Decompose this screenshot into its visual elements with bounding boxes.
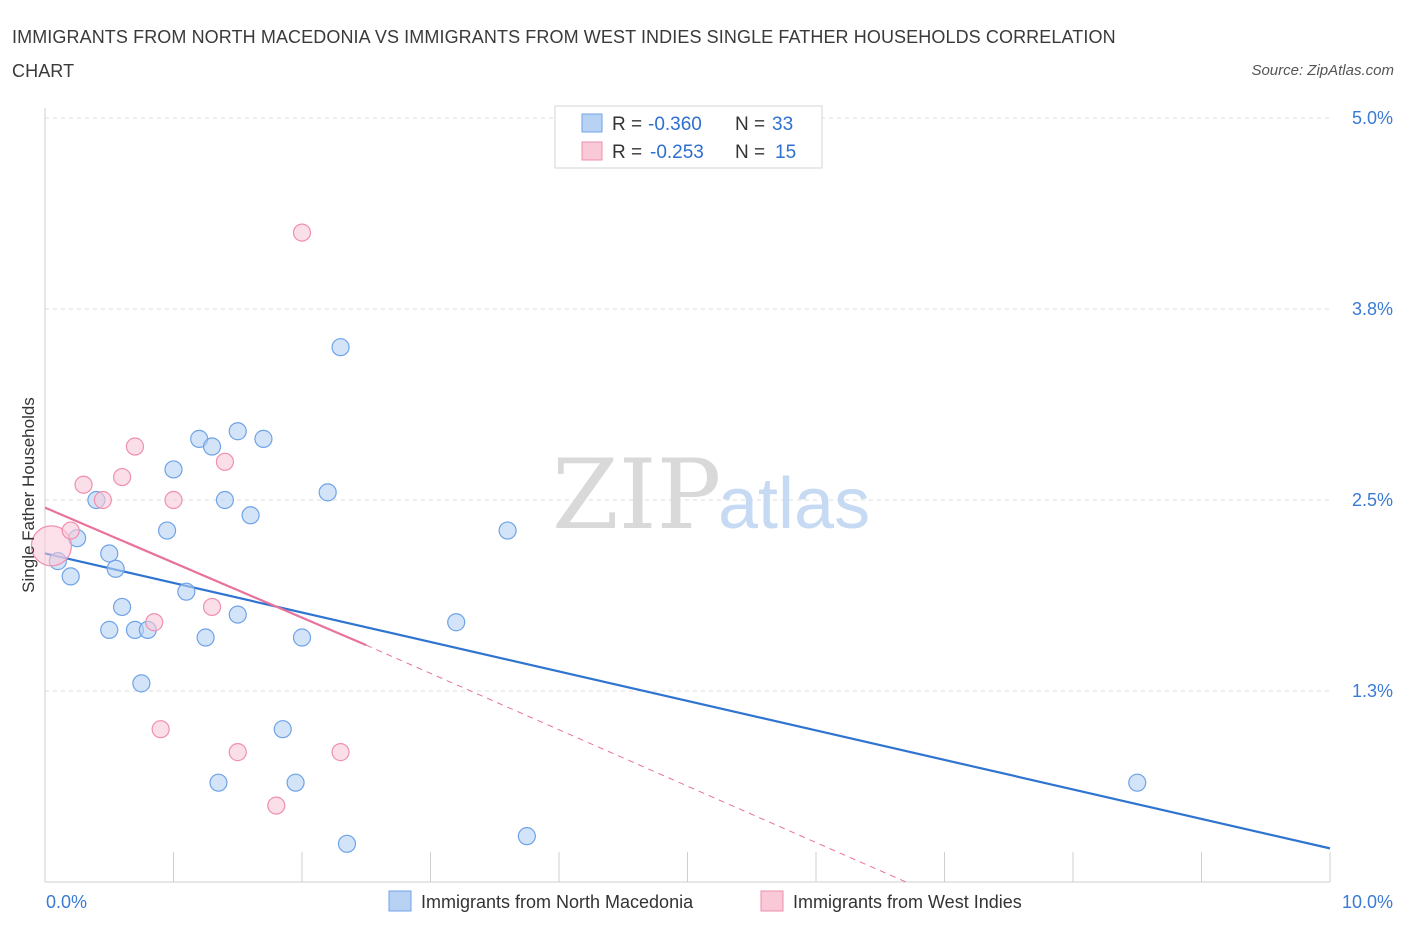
point-north-macedonia-22 xyxy=(228,605,247,624)
point-north-macedonia-31 xyxy=(517,827,536,846)
legend-r-value-2: -0.253 xyxy=(650,142,704,163)
series-label-west-indies: Immigrants from West Indies xyxy=(793,892,1022,912)
y-tick-label-1: 2.5% xyxy=(1352,490,1393,510)
point-north-macedonia-17 xyxy=(215,490,234,510)
point-north-macedonia-19 xyxy=(228,422,247,441)
point-west-indies-12 xyxy=(267,796,286,815)
point-north-macedonia-23 xyxy=(273,720,292,739)
point-north-macedonia-20 xyxy=(254,429,273,448)
y-tick-label-0: 1.3% xyxy=(1352,681,1393,701)
point-north-macedonia-32 xyxy=(1128,773,1147,792)
source-credit: Source: ZipAtlas.com xyxy=(1251,62,1394,79)
legend-r-label-2: R = xyxy=(612,142,642,163)
trend-line-extension-west-indies xyxy=(366,644,907,883)
point-north-macedonia-28 xyxy=(337,834,357,853)
watermark-zip: ZIP xyxy=(552,439,721,551)
point-north-macedonia-11 xyxy=(157,521,177,540)
point-north-macedonia-21 xyxy=(241,506,260,525)
point-west-indies-9 xyxy=(202,597,222,617)
point-west-indies-4 xyxy=(112,467,132,487)
point-north-macedonia-4 xyxy=(112,597,132,617)
legend-n-label-1: N = xyxy=(735,114,765,135)
point-north-macedonia-1 xyxy=(61,567,80,586)
axes xyxy=(44,108,1331,883)
legend-n-value-1: 33 xyxy=(772,114,793,135)
series-swatch-west-indies xyxy=(760,890,784,912)
point-north-macedonia-30 xyxy=(498,521,517,540)
legend-swatch-west-indies xyxy=(581,141,603,161)
point-west-indies-0 xyxy=(30,525,73,567)
point-north-macedonia-18 xyxy=(209,773,228,792)
point-north-macedonia-15 xyxy=(202,437,222,456)
legend-n-label-2: N = xyxy=(735,142,765,163)
point-north-macedonia-25 xyxy=(292,628,312,647)
point-west-indies-6 xyxy=(145,613,164,632)
chart-title: IMMIGRANTS FROM NORTH MACEDONIA VS IMMIG… xyxy=(12,27,1116,81)
point-west-indies-8 xyxy=(164,490,183,510)
point-north-macedonia-29 xyxy=(447,613,466,632)
point-north-macedonia-26 xyxy=(318,483,337,502)
correlation-legend: R = -0.360 N = 33 R = -0.253 N = 15 xyxy=(554,105,823,169)
y-axis-label: Single Father Households xyxy=(19,397,38,593)
point-north-macedonia-7 xyxy=(100,620,119,639)
point-west-indies-1 xyxy=(61,521,80,540)
series-legend: Immigrants from North Macedonia Immigran… xyxy=(388,890,1022,912)
point-west-indies-13 xyxy=(292,223,312,242)
legend-n-value-2: 15 xyxy=(775,142,796,163)
y-tick-label-3: 5.0% xyxy=(1352,108,1393,128)
trend-lines xyxy=(44,506,1331,883)
trend-line-west-indies xyxy=(44,506,367,647)
point-west-indies-10 xyxy=(215,452,234,471)
trend-line-north-macedonia xyxy=(44,552,1331,850)
point-north-macedonia-5 xyxy=(100,544,119,563)
watermark-atlas: atlas xyxy=(718,464,870,544)
legend-swatch-north-macedonia xyxy=(581,113,603,133)
point-north-macedonia-12 xyxy=(164,460,183,479)
point-west-indies-2 xyxy=(74,475,93,494)
legend-r-label-1: R = xyxy=(612,114,642,135)
point-north-macedonia-10 xyxy=(132,674,151,693)
point-north-macedonia-6 xyxy=(106,559,125,578)
series-swatch-north-macedonia xyxy=(388,890,412,912)
tick-labels: 1.3% 2.5% 3.8% 5.0% 0.0% 10.0% xyxy=(46,108,1393,912)
data-points xyxy=(30,223,1147,853)
point-west-indies-3 xyxy=(93,490,112,510)
grid xyxy=(45,117,1330,692)
legend-r-value-1: -0.360 xyxy=(648,114,702,135)
point-west-indies-5 xyxy=(125,437,145,456)
point-west-indies-7 xyxy=(151,720,170,739)
x-tick-label-min: 0.0% xyxy=(46,892,87,912)
point-north-macedonia-24 xyxy=(286,773,305,792)
point-west-indies-11 xyxy=(228,743,247,762)
point-north-macedonia-16 xyxy=(196,628,215,647)
point-north-macedonia-13 xyxy=(177,582,196,601)
x-tick-label-max: 10.0% xyxy=(1342,892,1393,912)
point-north-macedonia-27 xyxy=(331,338,350,357)
series-label-north-macedonia: Immigrants from North Macedonia xyxy=(421,892,694,912)
y-tick-label-2: 3.8% xyxy=(1352,299,1393,319)
point-west-indies-14 xyxy=(331,743,350,762)
